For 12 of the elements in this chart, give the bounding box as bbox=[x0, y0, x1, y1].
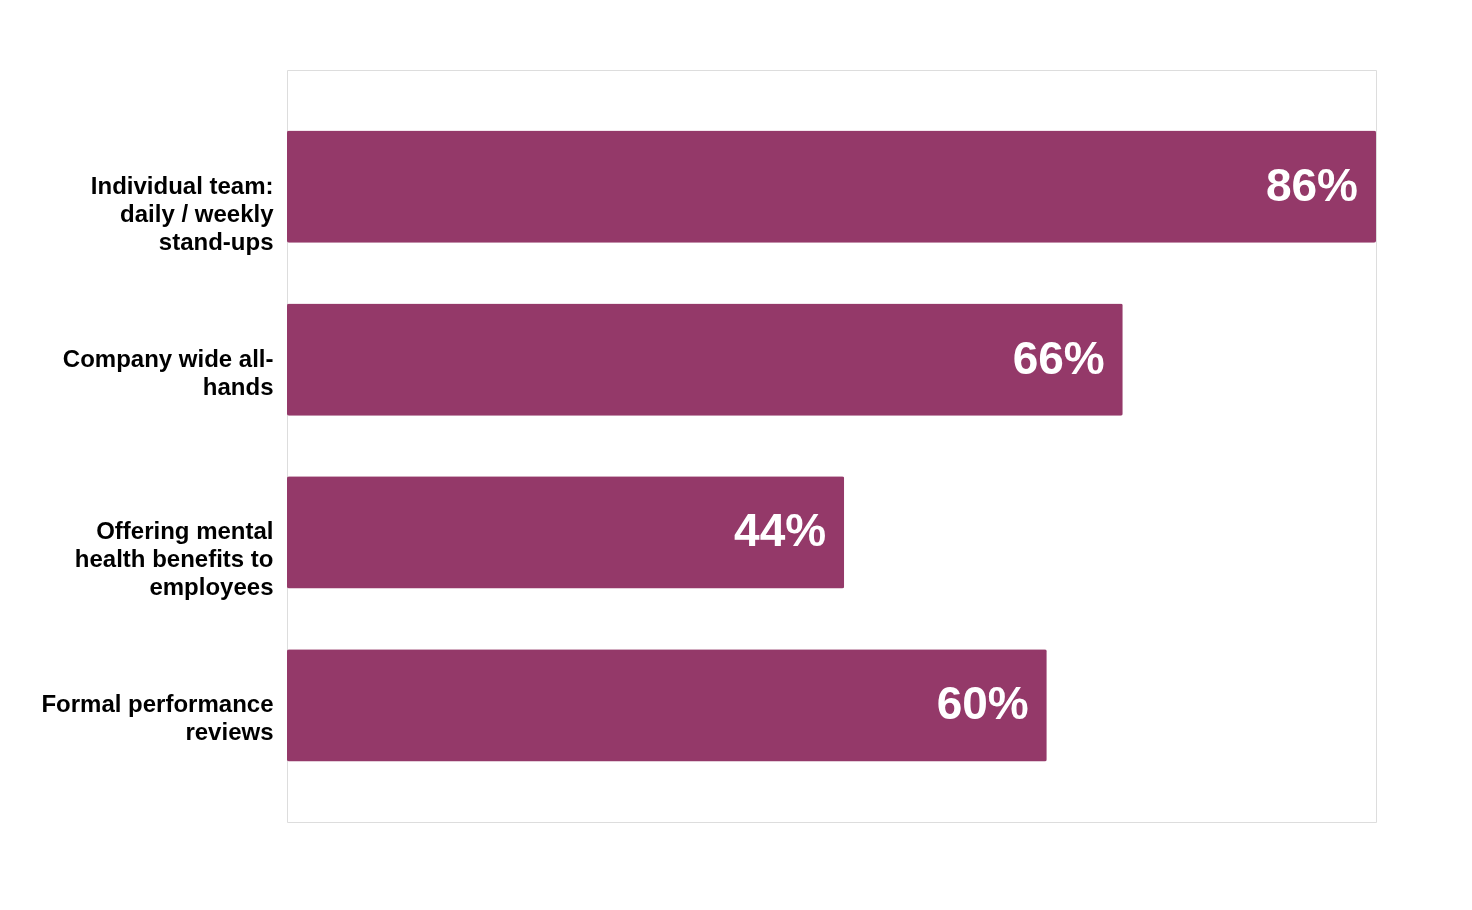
bar bbox=[287, 476, 845, 589]
y-tick-label: Formal performance reviews bbox=[41, 690, 274, 746]
y-tick-label: Company wide all-hands bbox=[62, 344, 274, 400]
data-label: 60% bbox=[936, 677, 1029, 730]
bar bbox=[287, 130, 1376, 243]
y-tick-label: Offering mental health benefits to employees bbox=[74, 517, 274, 601]
bar bbox=[287, 649, 1047, 762]
y-tick-label: Individual team: daily / weekly stand-ups bbox=[90, 171, 275, 255]
data-label: 44% bbox=[734, 504, 827, 557]
data-label: 86% bbox=[1265, 158, 1358, 211]
bar bbox=[287, 303, 1123, 416]
data-label: 66% bbox=[1012, 331, 1105, 384]
